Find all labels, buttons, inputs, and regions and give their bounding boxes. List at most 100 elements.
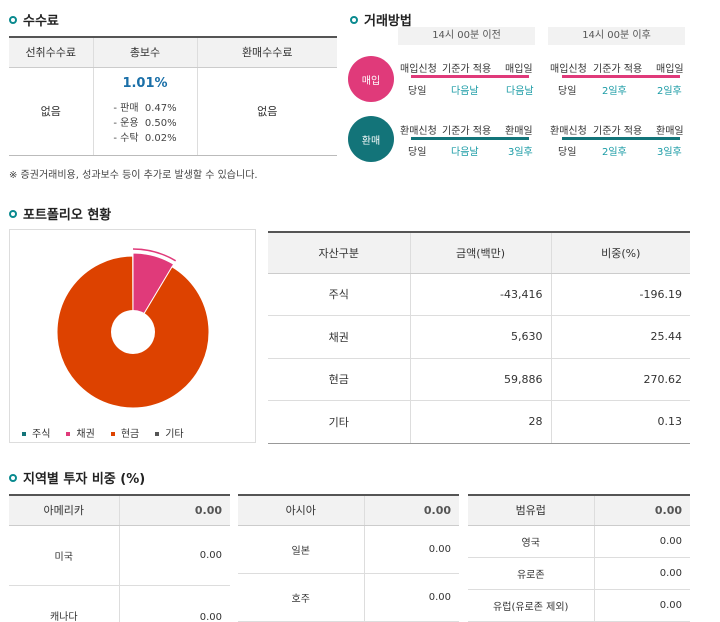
fees-upfront-value: 없음 bbox=[9, 67, 94, 156]
fees-breakdown: - 판매 0.47% - 운용 0.50% - 수탁 0.02% bbox=[113, 101, 176, 146]
table-row: 미국 0.00 bbox=[9, 525, 230, 586]
trade-before-label: 14시 00분 이전 bbox=[398, 27, 535, 45]
region-table-europe: 범유럽 0.00 영국 0.00 유로존 0.00 유럽(유로존 제외) 0.0… bbox=[468, 494, 690, 622]
sell-before-step-apply: 환매신청 bbox=[400, 126, 437, 137]
fees-header-total: 총보수 bbox=[93, 37, 198, 68]
region-group-total: 0.00 bbox=[594, 495, 690, 526]
sell-before-timeline bbox=[411, 137, 529, 140]
table-row: 주식 -43,416 -196.19 bbox=[268, 273, 690, 316]
legend-swatch bbox=[66, 432, 71, 436]
legend-swatch bbox=[110, 432, 115, 436]
region-name: 호주 bbox=[238, 573, 365, 622]
bullet-icon bbox=[350, 15, 358, 24]
buy-after-timeline bbox=[562, 75, 680, 78]
region-name: 유럽(유로존 제외) bbox=[468, 589, 595, 622]
portfolio-pie-chart bbox=[56, 248, 210, 409]
fees-note: ※ 증권거래비용, 성과보수 등이 추가로 발생할 수 있습니다. bbox=[9, 170, 258, 181]
asset-cell: 현금 bbox=[268, 358, 411, 401]
trade-after-label: 14시 00분 이후 bbox=[548, 27, 685, 45]
buy-before-day-price: 다음날 bbox=[451, 86, 479, 97]
fees-title: 수수료 bbox=[23, 14, 59, 29]
buy-before-day-date: 다음날 bbox=[506, 86, 534, 97]
sell-after-step-date: 환매일 bbox=[656, 126, 684, 137]
fees-header-redemption: 환매수수료 bbox=[197, 37, 337, 68]
sell-before-day-price: 다음날 bbox=[451, 147, 479, 158]
table-row: 유로존 0.00 bbox=[468, 557, 690, 590]
buy-before-step-date: 매입일 bbox=[505, 64, 533, 75]
buy-after-step-date: 매입일 bbox=[656, 64, 684, 75]
table-row: 기타 28 0.13 bbox=[268, 400, 690, 444]
fees-header-upfront: 선취수수료 bbox=[9, 37, 94, 68]
table-row: 캐나다 0.00 bbox=[9, 585, 230, 622]
fees-total-value: 1.01% bbox=[122, 76, 168, 91]
regions-title: 지역별 투자 비중 (%) bbox=[23, 472, 146, 487]
sell-after-step-apply: 환매신청 bbox=[550, 126, 587, 137]
buy-before-day-apply: 당일 bbox=[408, 86, 427, 97]
region-value: 0.00 bbox=[594, 589, 690, 622]
buy-before-step-price: 기준가 적용 bbox=[442, 64, 492, 75]
portfolio-header-amount: 금액(백만) bbox=[410, 232, 552, 274]
region-table-americas: 아메리카 0.00 미국 0.00 캐나다 0.00 bbox=[9, 494, 230, 622]
portfolio-table: 자산구분 금액(백만) 비중(%) 주식 -43,416 -196.19 채권 … bbox=[268, 231, 690, 444]
legend-item-other: 기타 bbox=[155, 425, 184, 440]
portfolio-section-title: 포트폴리오 현황 bbox=[9, 204, 111, 223]
trade-title: 거래방법 bbox=[364, 14, 412, 29]
bullet-icon bbox=[9, 209, 17, 218]
legend-item-stock: 주식 bbox=[22, 425, 50, 440]
weight-cell: 0.13 bbox=[551, 400, 690, 444]
sell-before-day-date: 3일후 bbox=[508, 147, 533, 158]
legend-swatch bbox=[155, 432, 160, 436]
buy-after-day-price: 2일후 bbox=[602, 86, 627, 97]
region-group-name: 아시아 bbox=[238, 495, 365, 526]
buy-after-step-price: 기준가 적용 bbox=[593, 64, 643, 75]
table-row: 영국 0.00 bbox=[468, 525, 690, 558]
buy-before-step-apply: 매입신청 bbox=[400, 64, 437, 75]
region-value: 0.00 bbox=[119, 585, 230, 622]
weight-cell: -196.19 bbox=[551, 273, 690, 316]
portfolio-header-asset: 자산구분 bbox=[268, 232, 411, 274]
region-value: 0.00 bbox=[364, 525, 459, 574]
regions-section-title: 지역별 투자 비중 (%) bbox=[9, 468, 145, 487]
portfolio-legend: 주식 채권 현금 기타 bbox=[22, 425, 184, 440]
legend-item-bond: 채권 bbox=[66, 425, 95, 440]
pie-slice-bond bbox=[132, 252, 175, 334]
fees-table: 선취수수료 총보수 환매수수료 없음 1.01% - 판매 0.47% - 운용… bbox=[9, 36, 337, 156]
weight-cell: 270.62 bbox=[551, 358, 690, 401]
fees-breakdown-row: - 운용 0.50% bbox=[113, 118, 177, 129]
fees-section-title: 수수료 bbox=[9, 10, 59, 29]
fees-redemption-value: 없음 bbox=[197, 67, 337, 156]
portfolio-title: 포트폴리오 현황 bbox=[23, 208, 112, 223]
buy-badge: 매입 bbox=[348, 56, 394, 102]
region-name: 영국 bbox=[468, 525, 595, 558]
asset-cell: 채권 bbox=[268, 315, 411, 359]
trade-section-title: 거래방법 bbox=[350, 10, 412, 29]
bullet-icon bbox=[9, 15, 17, 24]
table-row: 현금 59,886 270.62 bbox=[268, 358, 690, 401]
table-row: 채권 5,630 25.44 bbox=[268, 315, 690, 359]
region-value: 0.00 bbox=[594, 525, 690, 558]
region-name: 미국 bbox=[9, 525, 120, 586]
region-table-asia: 아시아 0.00 일본 0.00 호주 0.00 bbox=[238, 494, 459, 622]
asset-cell: 주식 bbox=[268, 273, 411, 316]
asset-cell: 기타 bbox=[268, 400, 411, 444]
sell-after-day-apply: 당일 bbox=[558, 147, 577, 158]
weight-cell: 25.44 bbox=[551, 315, 690, 359]
amount-cell: 28 bbox=[410, 400, 552, 444]
region-name: 일본 bbox=[238, 525, 365, 574]
amount-cell: 5,630 bbox=[410, 315, 552, 359]
sell-after-step-price: 기준가 적용 bbox=[593, 126, 643, 137]
region-group-total: 0.00 bbox=[119, 495, 230, 526]
region-value: 0.00 bbox=[594, 557, 690, 590]
table-row: 유럽(유로존 제외) 0.00 bbox=[468, 589, 690, 622]
portfolio-chart-box bbox=[9, 229, 256, 443]
amount-cell: 59,886 bbox=[410, 358, 552, 401]
fees-breakdown-row: - 수탁 0.02% bbox=[113, 133, 177, 144]
region-group-total: 0.00 bbox=[364, 495, 459, 526]
sell-before-step-date: 환매일 bbox=[505, 126, 533, 137]
sell-after-day-date: 3일후 bbox=[657, 147, 682, 158]
buy-before-timeline bbox=[411, 75, 529, 78]
region-group-name: 아메리카 bbox=[9, 495, 120, 526]
region-value: 0.00 bbox=[119, 525, 230, 586]
buy-after-day-date: 2일후 bbox=[657, 86, 682, 97]
sell-badge: 환매 bbox=[348, 116, 394, 162]
